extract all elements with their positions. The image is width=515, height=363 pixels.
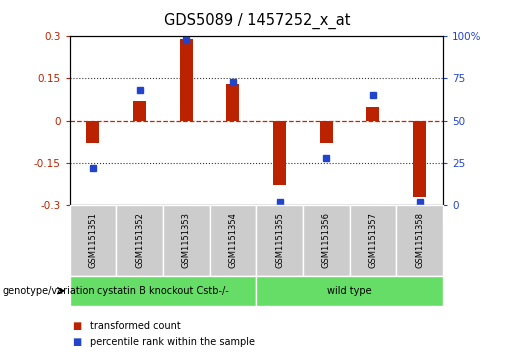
Text: GSM1151358: GSM1151358 bbox=[415, 212, 424, 269]
Text: GDS5089 / 1457252_x_at: GDS5089 / 1457252_x_at bbox=[164, 13, 351, 29]
Text: GSM1151353: GSM1151353 bbox=[182, 212, 191, 269]
Text: GSM1151351: GSM1151351 bbox=[89, 213, 97, 268]
Bar bbox=[180, 39, 193, 121]
Text: genotype/variation: genotype/variation bbox=[3, 286, 95, 296]
Text: GSM1151354: GSM1151354 bbox=[228, 213, 237, 268]
Text: percentile rank within the sample: percentile rank within the sample bbox=[90, 337, 255, 347]
Text: transformed count: transformed count bbox=[90, 321, 181, 331]
Text: ■: ■ bbox=[72, 337, 81, 347]
Bar bbox=[273, 121, 286, 185]
Bar bbox=[133, 101, 146, 121]
Bar bbox=[320, 121, 333, 143]
Text: GSM1151357: GSM1151357 bbox=[368, 212, 377, 269]
Bar bbox=[366, 107, 380, 121]
Bar bbox=[87, 121, 99, 143]
Text: cystatin B knockout Cstb-/-: cystatin B knockout Cstb-/- bbox=[97, 286, 229, 296]
Bar bbox=[227, 84, 239, 121]
Text: GSM1151352: GSM1151352 bbox=[135, 213, 144, 268]
Text: GSM1151355: GSM1151355 bbox=[275, 213, 284, 268]
Text: wild type: wild type bbox=[327, 286, 372, 296]
Text: ■: ■ bbox=[72, 321, 81, 331]
Text: GSM1151356: GSM1151356 bbox=[322, 212, 331, 269]
Bar bbox=[413, 121, 426, 197]
